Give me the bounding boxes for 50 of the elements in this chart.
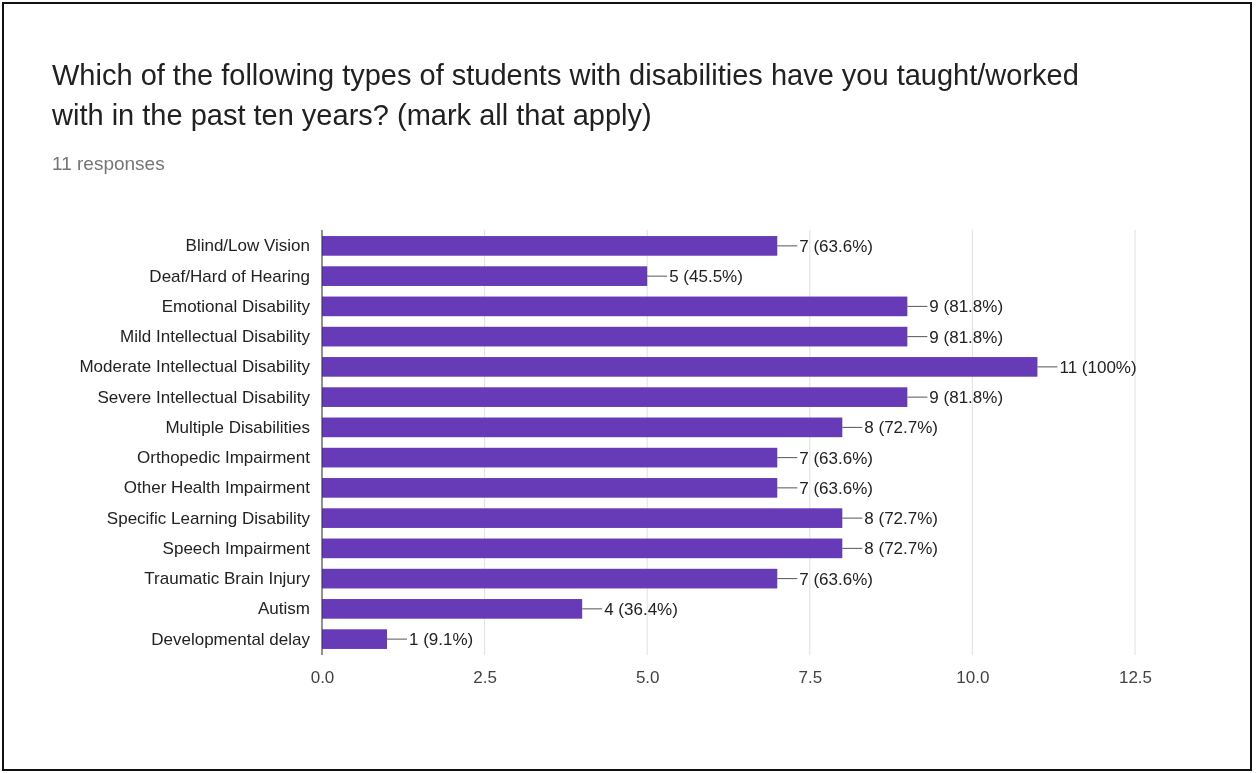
y-tick-label: Developmental delay [151, 629, 311, 649]
chart-title: Which of the following types of students with disabilities have you taught/worked with in the past ten years? (mark all that apply) [51, 59, 1079, 131]
bar [322, 599, 583, 619]
data-label: 11 (100%) [1059, 357, 1137, 377]
x-tick-label: 10.0 [956, 668, 990, 688]
y-tick-label: Severe Intellectual Disability [97, 387, 311, 407]
bar [322, 538, 843, 559]
data-label: 9 (81.8%) [929, 297, 1004, 317]
y-tick-label: Mild Intellectual Disability [120, 327, 311, 347]
y-tick-label: Deaf/Hard of Hearing [149, 266, 310, 286]
y-tick-label: Moderate Intellectual Disability [79, 357, 311, 377]
bar [322, 296, 908, 317]
data-label: 7 (63.6%) [799, 236, 873, 256]
bar [322, 357, 1038, 377]
y-tick-label: Other Health Impairment [123, 478, 311, 498]
x-tick-label: 0.0 [310, 668, 335, 688]
data-label: 5 (45.5%) [669, 267, 743, 287]
x-tick-label: 7.5 [798, 668, 823, 688]
data-label: 9 (81.8%) [929, 388, 1004, 408]
data-label: 7 (63.6%) [799, 569, 873, 589]
x-tick-label: 5.0 [635, 668, 660, 688]
y-tick-label: Emotional Disability [161, 296, 311, 316]
bar [322, 629, 388, 649]
y-tick-label: Autism [258, 599, 310, 619]
bar [322, 478, 778, 498]
data-label: 8 (72.7%) [864, 509, 939, 529]
bar [322, 387, 908, 407]
x-tick-label: 2.5 [473, 668, 497, 688]
y-tick-label: Speech Impairment [162, 538, 311, 558]
bar [322, 568, 778, 589]
data-label: 8 (72.7%) [864, 418, 939, 438]
data-label: 7 (63.6%) [799, 478, 873, 498]
y-tick-label: Orthopedic Impairment [137, 448, 311, 468]
bar [322, 236, 778, 256]
data-label: 8 (72.7%) [864, 539, 939, 559]
x-tick-label: 12.5 [1118, 668, 1153, 688]
y-tick-label: Specific Learning Disability [106, 508, 311, 528]
data-label: 1 (9.1%) [409, 630, 474, 650]
data-label: 4 (36.4%) [604, 599, 678, 619]
y-tick-label: Traumatic Brain Injury [144, 569, 311, 589]
bar [322, 508, 843, 528]
bar [322, 266, 648, 286]
y-tick-label: Blind/Low Vision [185, 236, 310, 256]
bar [322, 326, 908, 347]
data-label: 9 (81.8%) [929, 327, 1004, 347]
bar [322, 417, 843, 438]
bar [322, 447, 778, 468]
data-label: 7 (63.6%) [799, 448, 873, 468]
y-tick-label: Multiple Disabilities [165, 417, 310, 437]
text: 11 responses [52, 153, 165, 174]
